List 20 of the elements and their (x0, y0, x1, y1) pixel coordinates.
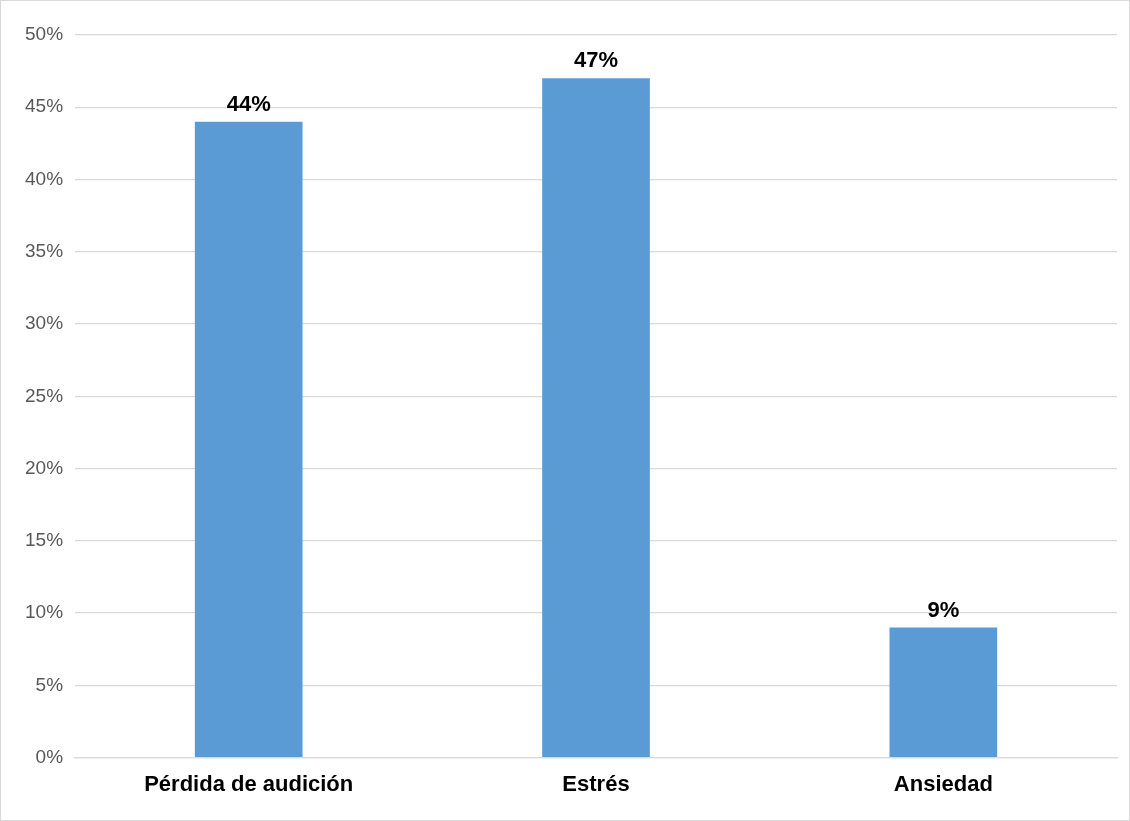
y-tick-label: 5% (35, 673, 64, 695)
y-tick-label: 50% (25, 23, 64, 45)
x-tick-label: Pérdida de audición (144, 770, 354, 796)
bar (194, 121, 303, 757)
y-tick-label: 40% (25, 167, 64, 189)
y-tick-label: 20% (25, 456, 64, 478)
y-tick-label: 15% (25, 529, 64, 551)
y-tick-label: 35% (25, 240, 64, 262)
y-tick-label: 25% (25, 384, 64, 406)
data-label: 44% (226, 90, 271, 116)
bar (542, 78, 650, 757)
y-tick-label: 30% (25, 312, 64, 334)
data-label: 47% (573, 47, 619, 73)
x-tick-label: Estrés (562, 770, 630, 796)
y-tick-label: 0% (35, 745, 64, 767)
data-label: 9% (927, 596, 960, 622)
bar (889, 627, 998, 757)
x-tick-label: Ansiedad (893, 770, 993, 796)
y-tick-label: 45% (25, 95, 64, 117)
y-tick-label: 10% (25, 601, 64, 623)
